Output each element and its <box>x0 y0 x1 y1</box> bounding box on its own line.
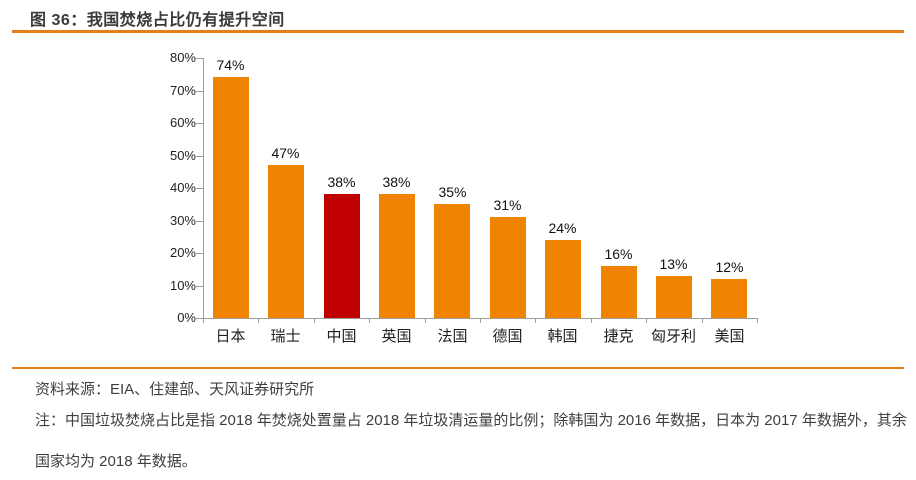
bar-value-label: 47% <box>271 145 300 161</box>
bar-value-label: 31% <box>493 197 522 213</box>
bar-value-label: 12% <box>715 259 744 275</box>
source-text: 资料来源：EIA、住建部、天风证券研究所 <box>35 381 315 398</box>
y-axis-tick-mark <box>196 155 203 157</box>
y-axis-tick-mark <box>196 188 203 189</box>
bar <box>268 165 304 318</box>
bar <box>490 217 526 318</box>
bar <box>601 266 637 318</box>
x-axis-tick-mark <box>535 318 536 323</box>
bar <box>434 204 470 318</box>
x-axis-tick-mark <box>314 318 315 323</box>
bar-value-label: 38% <box>327 174 356 190</box>
y-axis-line <box>203 58 204 318</box>
bar <box>711 279 747 318</box>
y-axis-tick-label: 60% <box>169 115 196 130</box>
bar <box>213 77 249 318</box>
x-axis-tick-mark <box>702 318 703 323</box>
y-axis-tick-mark <box>196 90 203 92</box>
bar <box>545 240 581 318</box>
bar-value-label: 16% <box>604 246 633 262</box>
y-axis-tick-mark <box>196 253 203 254</box>
y-axis-tick-label: 80% <box>169 50 196 65</box>
x-axis-category-label: 德国 <box>492 328 523 345</box>
x-axis-category-label: 中国 <box>326 328 357 345</box>
y-axis-tick-mark <box>196 123 203 124</box>
x-axis-category-label: 美国 <box>714 328 745 345</box>
bar-value-label: 13% <box>659 256 688 272</box>
y-axis-tick-label: 20% <box>169 245 196 260</box>
y-axis-tick-label: 0% <box>177 310 196 325</box>
x-axis-category-label: 日本 <box>215 328 246 345</box>
bar <box>656 276 692 318</box>
top-divider-rule <box>12 30 904 33</box>
y-axis-tick-mark <box>196 58 203 59</box>
x-axis-tick-mark <box>258 318 259 323</box>
note-text: 注：中国垃圾焚烧占比是指 2018 年焚烧处置量占 2018 年垃圾清运量的比例… <box>35 412 907 470</box>
x-axis-category-label: 匈牙利 <box>650 328 696 345</box>
x-axis-category-label: 瑞士 <box>270 328 301 345</box>
x-axis-tick-mark <box>480 318 481 323</box>
y-axis-tick-label: 30% <box>169 212 196 228</box>
x-axis-tick-mark <box>591 318 592 323</box>
x-axis-tick-mark <box>757 318 758 323</box>
x-axis-category-label: 捷克 <box>603 328 634 345</box>
bottom-divider-rule <box>12 367 904 369</box>
y-axis-tick-mark <box>196 285 203 287</box>
y-axis-tick-label: 50% <box>169 147 196 163</box>
x-axis-category-label: 法国 <box>437 328 468 345</box>
y-axis-tick-label: 40% <box>169 180 196 195</box>
x-axis-category-label: 英国 <box>381 328 412 345</box>
y-axis-tick-mark <box>196 318 203 319</box>
x-axis-tick-mark <box>203 318 204 323</box>
x-axis-tick-mark <box>425 318 426 323</box>
x-axis-tick-mark <box>646 318 647 323</box>
bar-value-label: 38% <box>382 174 411 190</box>
bar-value-label: 74% <box>216 57 245 73</box>
bar <box>379 194 415 318</box>
bar-chart: 80% 70% 60% 50% 40% 30% 20% 10% 0% 74% 日本 47% 瑞士 38% 中… <box>0 45 916 357</box>
x-axis-tick-mark <box>369 318 370 323</box>
figure-title: 图 36：我国焚烧占比仍有提升空间 <box>30 12 285 29</box>
x-axis-category-label: 韩国 <box>547 328 578 345</box>
bar-highlight <box>324 194 360 318</box>
bar-value-label: 35% <box>438 184 467 200</box>
y-axis-tick-mark <box>196 220 203 222</box>
y-axis-tick-label: 10% <box>169 277 196 293</box>
y-axis-tick-label: 70% <box>169 82 196 98</box>
bar-value-label: 24% <box>548 220 577 236</box>
